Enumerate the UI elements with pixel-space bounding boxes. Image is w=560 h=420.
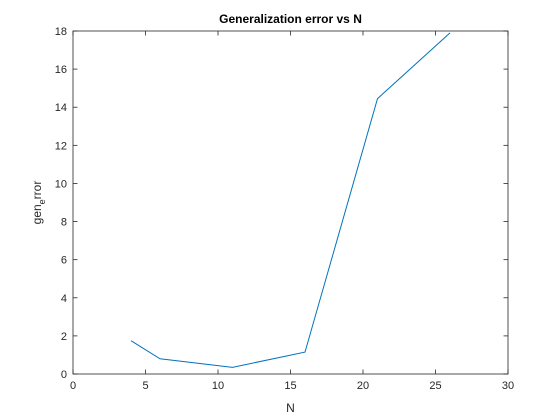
x-tick-label-1: 5 (142, 380, 148, 392)
plot-area (73, 31, 508, 374)
x-tick-label-4: 20 (357, 380, 369, 392)
x-tick-label-0: 0 (70, 380, 76, 392)
y-tick-label-2: 4 (61, 293, 67, 305)
y-tick-label-9: 18 (55, 26, 67, 38)
y-axis-label-base: gen (30, 204, 44, 224)
y-tick-label-0: 0 (61, 369, 67, 381)
y-tick-label-7: 14 (55, 102, 67, 114)
y-tick-label-5: 10 (55, 178, 67, 190)
y-tick-label-4: 8 (61, 217, 67, 229)
y-axis-label-rest: rror (30, 181, 44, 200)
y-tick-label-8: 16 (55, 64, 67, 76)
y-tick-label-3: 6 (61, 255, 67, 267)
y-tick-label-6: 12 (55, 140, 67, 152)
x-axis-label: N (286, 401, 295, 415)
x-tick-label-6: 30 (502, 380, 514, 392)
y-tick-label-1: 2 (61, 331, 67, 343)
chart-title: Generalization error vs N (219, 12, 362, 26)
x-tick-label-3: 15 (284, 380, 296, 392)
x-tick-label-5: 25 (429, 380, 441, 392)
x-tick-label-2: 10 (212, 380, 224, 392)
y-axis-label: generror (30, 181, 47, 225)
